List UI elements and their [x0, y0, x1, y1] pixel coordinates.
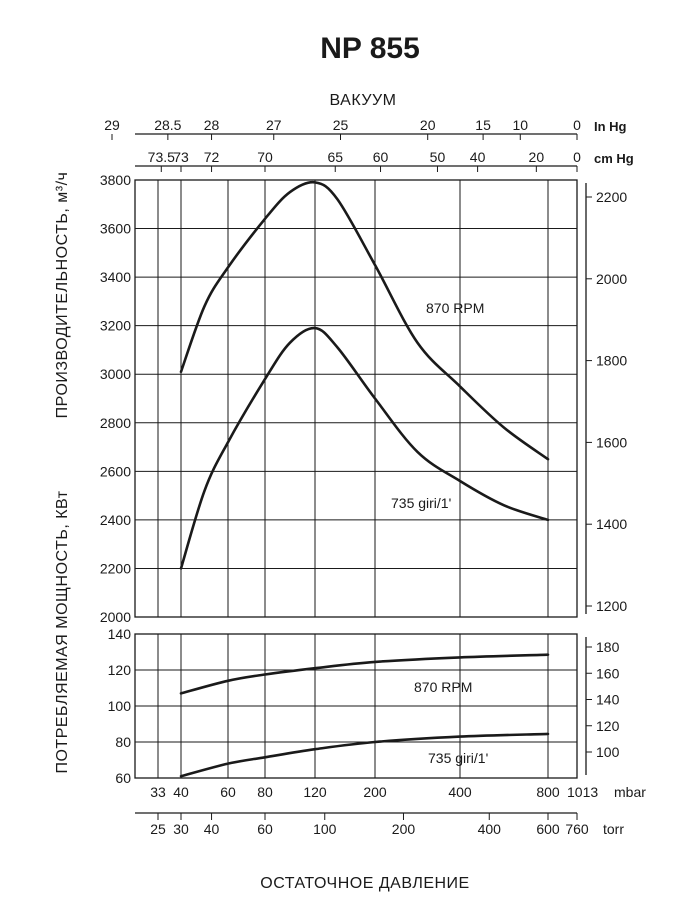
x-torr-tick-label: 100 — [313, 821, 337, 837]
capacity-secondary-tick-label: 2200 — [596, 189, 627, 205]
x-mbar-tick-label: 120 — [303, 784, 327, 800]
x-mbar-tick-label: 80 — [257, 784, 273, 800]
capacity-secondary-tick-label: 2000 — [596, 271, 627, 287]
x-torr-tick-label: 600 — [536, 821, 560, 837]
vacuum-inhg-tick-label: 15 — [475, 117, 491, 133]
capacity-y-tick-label: 2600 — [100, 463, 131, 479]
power-series-label-870rpm: 870 RPM — [414, 679, 472, 695]
x-torr-tick-label: 200 — [392, 821, 416, 837]
capacity-series-label-870rpm: 870 RPM — [426, 300, 484, 316]
chart-marks: 2000220024002600280030003200340036003800… — [100, 117, 646, 837]
power-secondary-tick-label: 180 — [596, 639, 620, 655]
x-mbar-tick-label: 400 — [448, 784, 472, 800]
x-mbar-tick-label: 60 — [220, 784, 236, 800]
x-mbar-tick-label: 1013 — [567, 784, 598, 800]
x-torr-tick-label: 400 — [478, 821, 502, 837]
power-y-axis-label: ПОТРЕБЛЯЕМАЯ МОЩНОСТЬ, КВт — [54, 490, 71, 773]
x-torr-tick-label: 30 — [173, 821, 189, 837]
x-mbar-tick-label: 800 — [536, 784, 560, 800]
vacuum-cmhg-tick-label: 50 — [430, 149, 446, 165]
vacuum-cmhg-tick-label: 73 — [173, 149, 189, 165]
capacity-y-tick-label: 2000 — [100, 609, 131, 625]
capacity-y-tick-label: 3400 — [100, 269, 131, 285]
power-secondary-tick-label: 160 — [596, 665, 620, 681]
vacuum-inhg-tick-label: 0 — [573, 117, 581, 133]
capacity-y-tick-label: 3000 — [100, 366, 131, 382]
vacuum-inhg-unit: In Hg — [594, 119, 627, 134]
chart-title: NP 855 — [320, 32, 420, 65]
capacity-series-label-735rpm: 735 giri/1' — [391, 495, 451, 511]
power-secondary-tick-label: 100 — [596, 744, 620, 760]
x-mbar-tick-label: 200 — [363, 784, 387, 800]
x-axis-title: ОСТАТОЧНОЕ ДАВЛЕНИЕ — [260, 875, 469, 892]
x-mbar-unit: mbar — [614, 784, 646, 800]
x-torr-tick-label: 25 — [150, 821, 166, 837]
x-mbar-tick-label: 33 — [150, 784, 166, 800]
capacity-secondary-tick-label: 1400 — [596, 516, 627, 532]
vacuum-cmhg-tick-label: 40 — [470, 149, 486, 165]
vacuum-inhg-tick-label: 20 — [420, 117, 436, 133]
capacity-y-tick-label: 3800 — [100, 172, 131, 188]
capacity-y-tick-label: 3200 — [100, 318, 131, 334]
power-y-tick-label: 60 — [115, 770, 131, 786]
vacuum-inhg-tick-label: 27 — [266, 117, 282, 133]
x-torr-tick-label: 40 — [204, 821, 220, 837]
capacity-secondary-tick-label: 1600 — [596, 434, 627, 450]
capacity-y-tick-label: 2200 — [100, 560, 131, 576]
capacity-curve-735rpm — [179, 326, 550, 570]
power-curve-735rpm — [179, 732, 550, 778]
x-torr-tick-label: 760 — [565, 821, 589, 837]
vacuum-inhg-tick-label: 25 — [333, 117, 349, 133]
capacity-y-tick-label: 2800 — [100, 415, 131, 431]
vacuum-cmhg-tick-label: 65 — [327, 149, 343, 165]
vacuum-cmhg-tick-label: 70 — [257, 149, 273, 165]
vacuum-cmhg-tick-label: 60 — [373, 149, 389, 165]
vacuum-cmhg-tick-label: 0 — [573, 149, 581, 165]
capacity-y-axis-label: ПРОИЗВОДИТЕЛЬНОСТЬ, м³/ч — [54, 172, 71, 419]
capacity-y-tick-label: 3600 — [100, 221, 131, 237]
power-curve-870rpm — [179, 653, 550, 695]
capacity-secondary-tick-label: 1200 — [596, 598, 627, 614]
capacity-y-tick-label: 2400 — [100, 512, 131, 528]
x-torr-unit: torr — [603, 821, 624, 837]
vacuum-cmhg-tick-label: 72 — [204, 149, 220, 165]
power-y-tick-label: 140 — [108, 626, 132, 642]
vacuum-cmhg-tick-label: 73.5 — [148, 149, 175, 165]
capacity-curve-870rpm — [179, 180, 550, 461]
power-y-tick-label: 120 — [108, 662, 132, 678]
power-secondary-tick-label: 140 — [596, 692, 620, 708]
vacuum-inhg-tick-label: 29 — [104, 117, 120, 133]
capacity-panel-frame — [134, 179, 578, 618]
power-y-tick-label: 100 — [108, 698, 132, 714]
vacuum-inhg-tick-label: 10 — [512, 117, 528, 133]
power-y-tick-label: 80 — [115, 734, 131, 750]
vacuum-cmhg-tick-label: 20 — [529, 149, 545, 165]
vacuum-inhg-tick-label: 28.5 — [154, 117, 181, 133]
power-secondary-tick-label: 120 — [596, 718, 620, 734]
x-torr-tick-label: 60 — [257, 821, 273, 837]
vacuum-axis-title: ВАКУУМ — [330, 92, 397, 109]
vacuum-inhg-tick-label: 28 — [204, 117, 220, 133]
vacuum-cmhg-unit: cm Hg — [594, 151, 634, 166]
power-series-label-735rpm: 735 giri/1' — [428, 750, 488, 766]
x-mbar-tick-label: 40 — [173, 784, 189, 800]
capacity-secondary-tick-label: 1800 — [596, 353, 627, 369]
